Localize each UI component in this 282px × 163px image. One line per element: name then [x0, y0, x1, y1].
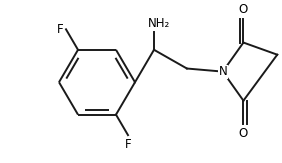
Text: O: O: [239, 3, 248, 16]
Text: F: F: [125, 138, 131, 151]
Text: F: F: [56, 23, 63, 36]
Text: N: N: [218, 65, 227, 78]
Text: O: O: [239, 127, 248, 140]
Text: NH₂: NH₂: [148, 17, 170, 30]
